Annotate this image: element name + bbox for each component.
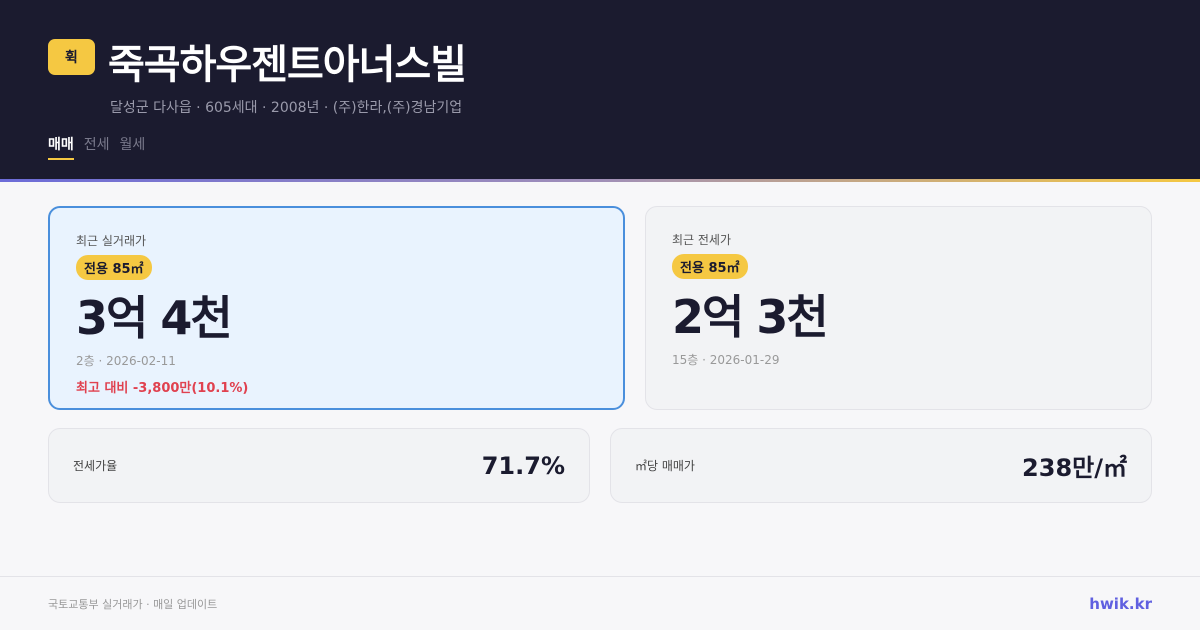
sale-price-card: 최근 실거래가 전용 85㎡ 3억 4천 2층 · 2026-02-11 최고 …	[48, 206, 625, 410]
jeonse-price: 2억 3천	[672, 290, 829, 344]
price-diff: 최고 대비 -3,800만(10.1%)	[76, 381, 249, 396]
brand-link[interactable]: hwik.kr	[1089, 594, 1152, 613]
stat-value: 71.7%	[481, 451, 565, 480]
tab-monthly[interactable]: 월세	[119, 137, 146, 153]
page-title: 죽곡하우젠트아너스빌	[108, 42, 467, 88]
sale-meta: 2층 · 2026-02-11	[76, 354, 176, 368]
sale-price: 3억 4천	[76, 291, 233, 345]
card-label: 최근 전세가	[672, 233, 732, 247]
gradient-divider	[0, 179, 1200, 182]
tab-sale[interactable]: 매매	[48, 134, 74, 160]
stat-value: 238만/㎡	[1022, 454, 1127, 482]
price-per-m2-card: ㎡당 매매가 238만/㎡	[610, 428, 1152, 503]
footer: 국토교통부 실거래가 · 매일 업데이트 hwik.kr	[0, 576, 1200, 630]
complex-info: 달성군 다사읍 · 605세대 · 2008년 · (주)한라,(주)경남기업	[110, 100, 463, 116]
area-badge: 전용 85㎡	[76, 255, 152, 280]
jeonse-price-card: 최근 전세가 전용 85㎡ 2억 3천 15층 · 2026-01-29	[645, 206, 1152, 410]
deal-type-tabs: 매매 전세 월세	[48, 134, 145, 160]
stat-label: 전세가율	[73, 459, 118, 473]
tab-jeonse[interactable]: 전세	[83, 137, 110, 153]
data-source: 국토교통부 실거래가 · 매일 업데이트	[48, 597, 218, 611]
jeonse-ratio-card: 전세가율 71.7%	[48, 428, 590, 503]
jeonse-meta: 15층 · 2026-01-29	[672, 353, 780, 367]
area-badge: 전용 85㎡	[672, 254, 748, 279]
logo-badge: 휙	[48, 39, 95, 75]
header: 휙 죽곡하우젠트아너스빌 달성군 다사읍 · 605세대 · 2008년 · (…	[0, 0, 1200, 179]
stat-label: ㎡당 매매가	[635, 459, 695, 473]
card-label: 최근 실거래가	[76, 234, 147, 248]
